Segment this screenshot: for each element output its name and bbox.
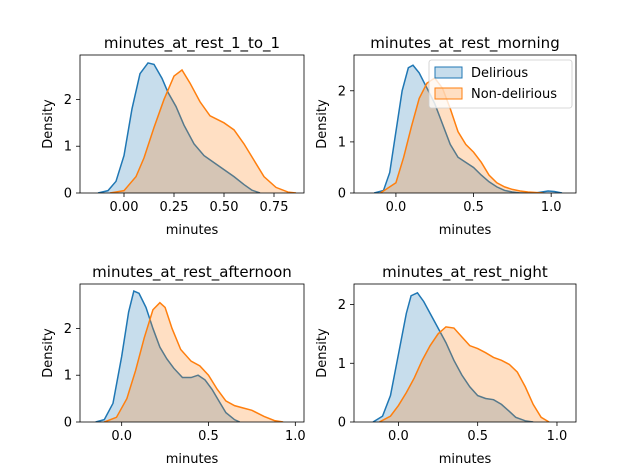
- y-tick-label: 0: [338, 416, 346, 431]
- x-tick-label: 0.0: [111, 429, 132, 444]
- density-line-non-delirious: [379, 76, 544, 193]
- axes-frame: [353, 283, 577, 423]
- x-tick-label: 0.5: [198, 429, 219, 444]
- x-tick-label: 0.0: [388, 429, 409, 444]
- chart-panel-2: 0.0 0.5 1.0 0 1 2 minutes Density minutes_at_res…: [315, 34, 577, 238]
- chart-title: minutes_at_rest_1_to_1: [104, 34, 280, 53]
- x-tick-label: 0.5: [467, 429, 488, 444]
- density-line-delirious: [95, 289, 241, 422]
- x-tick-label: 0.75: [260, 200, 289, 215]
- density-line-delirious: [97, 62, 261, 193]
- y-axis-label: Density: [41, 99, 56, 149]
- y-tick-label: 1: [338, 357, 346, 372]
- x-tick-label: 0.25: [160, 200, 189, 215]
- axes-frame: [79, 283, 305, 423]
- chart-panel-3: 0.0 0.5 1.0 0 1 2 minutes Density minutes_at_res…: [41, 263, 306, 467]
- density-line-non-delirious: [109, 68, 297, 193]
- density-area-delirious: [373, 292, 534, 422]
- x-tick-label: 1.0: [547, 429, 568, 444]
- density-area-non-delirious: [379, 326, 550, 422]
- legend-label-non-delirious: Non-delirious: [471, 87, 557, 102]
- chart-panel-4: 0.0 0.5 1.0 0 1 2 minutes Density minutes_at_res…: [315, 263, 577, 467]
- legend-box: [428, 59, 573, 109]
- y-tick-label: 2: [64, 322, 72, 337]
- x-axis-label: minutes: [166, 452, 219, 467]
- axes-frame: [79, 54, 305, 194]
- density-area-non-delirious: [110, 69, 296, 193]
- x-axis-label: minutes: [439, 452, 492, 467]
- axes-frame: [353, 54, 577, 194]
- chart-title: minutes_at_rest_morning: [370, 34, 559, 53]
- density-area-delirious: [95, 291, 240, 422]
- legend-swatch-delirious: [434, 66, 463, 79]
- chart-title: minutes_at_rest_afternoon: [92, 263, 292, 282]
- x-tick-label: 1.0: [285, 429, 306, 444]
- y-tick-label: 0: [64, 416, 72, 431]
- density-line-non-delirious: [104, 301, 284, 422]
- y-tick-label: 1: [64, 140, 72, 155]
- legend-swatch-non-delirious: [434, 87, 463, 100]
- x-tick-label: 0.0: [386, 200, 407, 215]
- y-tick-label: 0: [338, 187, 346, 202]
- y-tick-label: 1: [338, 135, 346, 150]
- y-axis-label: Density: [315, 328, 330, 378]
- x-axis-label: minutes: [439, 223, 492, 238]
- density-line-delirious: [373, 64, 563, 193]
- chart-panel-1: 0.00 0.25 0.50 0.75 0 1 2 minutes Density minutes…: [41, 34, 305, 238]
- density-line-delirious: [372, 291, 534, 422]
- density-line-non-delirious: [379, 326, 550, 422]
- density-area-non-delirious: [380, 78, 544, 193]
- legend-label-delirious: Delirious: [471, 66, 528, 81]
- y-tick-label: 1: [64, 369, 72, 384]
- legend: Delirious Non-delirious: [428, 59, 573, 109]
- x-tick-label: 0.50: [210, 200, 239, 215]
- x-axis-label: minutes: [166, 223, 219, 238]
- density-area-non-delirious: [104, 302, 284, 422]
- x-tick-label: 0.00: [110, 200, 139, 215]
- x-tick-label: 1.0: [541, 200, 562, 215]
- density-area-delirious: [98, 62, 260, 193]
- y-axis-label: Density: [315, 99, 330, 149]
- y-tick-label: 0: [64, 187, 72, 202]
- y-tick-label: 2: [64, 93, 72, 108]
- y-tick-label: 2: [338, 84, 346, 99]
- y-axis-label: Density: [41, 328, 56, 378]
- density-area-delirious: [374, 65, 563, 193]
- y-tick-label: 2: [338, 298, 346, 313]
- x-tick-label: 0.5: [463, 200, 484, 215]
- chart-title: minutes_at_rest_night: [382, 263, 548, 282]
